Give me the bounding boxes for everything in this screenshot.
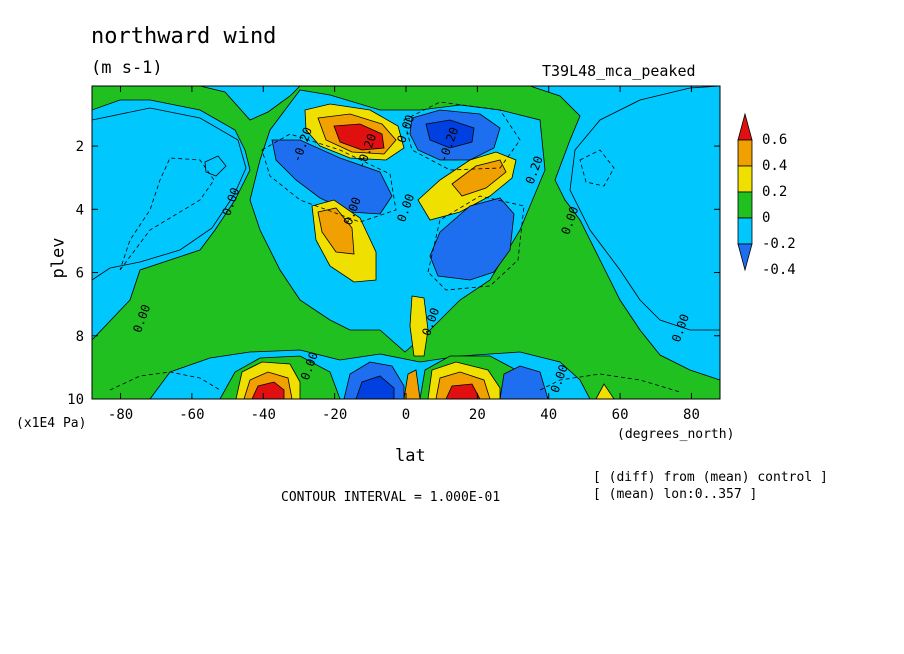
jet-positive-sh-upper-red [333, 123, 385, 151]
positive-sh-lower-red [251, 381, 285, 399]
x-axis-label: lat [395, 446, 426, 466]
y-tick-label: 8 [76, 329, 84, 345]
y-tick-label: 4 [76, 202, 84, 218]
dashed-contour-1 [261, 133, 397, 223]
solid-contour-1 [204, 155, 227, 177]
dashed-contour-3 [427, 195, 525, 291]
colorbar-label: 0.2 [762, 184, 787, 200]
dashed-contour-5 [579, 149, 615, 187]
positive-eq-yellow [409, 295, 429, 357]
jet-negative-sh-upper [271, 139, 393, 215]
x-tick-label: -60 [179, 407, 204, 423]
dashed-contour-6 [109, 371, 221, 391]
y-axis-units: (x1E4 Pa) [16, 416, 87, 431]
colorbar-band [737, 191, 753, 219]
x-axis-units: (degrees_north) [617, 427, 735, 442]
negative-nh-mid [429, 197, 515, 281]
colorbar-label: -0.4 [762, 262, 796, 278]
y-axis-label: plev [48, 237, 69, 279]
chart-units: (m s-1) [91, 58, 163, 78]
x-tick-label: 20 [469, 407, 486, 423]
axes-layer: -80 -60 -40 -20 0 20 40 60 80 2 4 6 8 10 [67, 85, 721, 423]
x-tick-label: 0 [402, 407, 410, 423]
negative-nh-lower [499, 365, 549, 399]
chart-title: northward wind [91, 24, 277, 49]
x-tick-label: -40 [251, 407, 276, 423]
jet-positive-nh-upper-orange [451, 159, 507, 197]
x-tick-label: -80 [108, 407, 133, 423]
colorbar-band [737, 217, 753, 245]
x-tick-label: 40 [540, 407, 557, 423]
positive-nh-lower-red [445, 383, 481, 399]
y-tick-label: 10 [67, 392, 84, 408]
x-tick-label: 80 [683, 407, 700, 423]
note-diff: [ (diff) from (mean) control ] [593, 470, 828, 485]
colorbar-arrow-top [737, 112, 753, 141]
colorbar-arrow-bottom [737, 243, 753, 272]
colorbar-band [737, 165, 753, 193]
colorbar-label: -0.2 [762, 236, 796, 252]
positive-high-lat-nh [595, 383, 615, 399]
note-mean: [ (mean) lon:0..357 ] [593, 487, 758, 502]
contour-interval: CONTOUR INTERVAL = 1.000E-01 [281, 490, 501, 505]
positive-sh-mid-orange [317, 207, 355, 255]
x-tick-label: 60 [612, 407, 629, 423]
jet-negative-nh-upper-dark [425, 119, 475, 149]
colorbar-band [737, 139, 753, 167]
negative-eq-lower-dark [355, 375, 395, 399]
x-tick-label: -20 [322, 407, 347, 423]
experiment-label: T39L48_mca_peaked [542, 62, 696, 80]
dashed-contour-7 [539, 373, 681, 393]
colorbar-label: 0.4 [762, 158, 787, 174]
dashed-contour-4 [119, 157, 215, 271]
dashed-contour-2 [403, 101, 521, 171]
positive-eq-lower-small [403, 369, 421, 399]
colorbar-label: 0.6 [762, 132, 787, 148]
colorbar-label: 0 [762, 210, 770, 226]
y-tick-label: 2 [76, 139, 84, 155]
region-weak-negative-left [92, 107, 247, 281]
colorbar: 0.6 0.4 0.2 0 -0.2 -0.4 [737, 112, 796, 278]
y-tick-label: 6 [76, 266, 84, 282]
region-weak-negative-right [569, 86, 720, 331]
